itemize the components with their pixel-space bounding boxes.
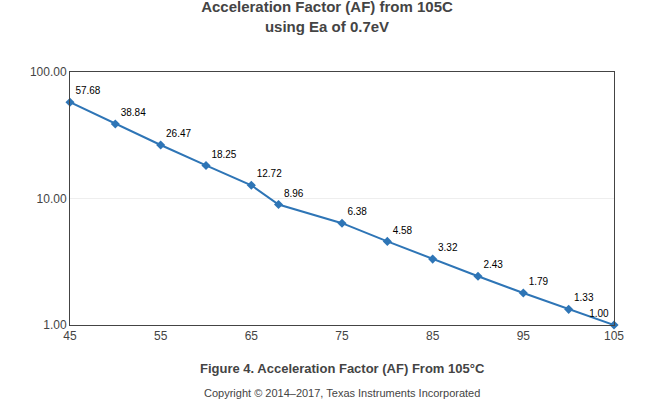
svg-text:38.84: 38.84 bbox=[121, 107, 146, 118]
svg-text:1.00: 1.00 bbox=[589, 308, 609, 319]
svg-text:Copyright © 2014–2017, Texas I: Copyright © 2014–2017, Texas Instruments… bbox=[204, 387, 480, 399]
svg-text:12.72: 12.72 bbox=[257, 168, 282, 179]
svg-text:95: 95 bbox=[517, 329, 531, 343]
svg-text:8.96: 8.96 bbox=[284, 188, 304, 199]
svg-text:1.33: 1.33 bbox=[574, 292, 594, 303]
svg-text:65: 65 bbox=[245, 329, 259, 343]
svg-text:55: 55 bbox=[154, 329, 168, 343]
svg-text:Figure 4. Acceleration Factor: Figure 4. Acceleration Factor (AF) From … bbox=[200, 361, 485, 376]
svg-text:100.00: 100.00 bbox=[30, 65, 67, 79]
svg-text:10.00: 10.00 bbox=[37, 192, 67, 206]
svg-text:Acceleration Factor (AF) from: Acceleration Factor (AF) from 105Cusing … bbox=[201, 0, 453, 35]
svg-text:2.43: 2.43 bbox=[483, 259, 503, 270]
svg-text:6.38: 6.38 bbox=[347, 206, 367, 217]
svg-text:75: 75 bbox=[335, 329, 349, 343]
svg-text:85: 85 bbox=[426, 329, 440, 343]
svg-text:18.25: 18.25 bbox=[211, 149, 236, 160]
svg-text:3.32: 3.32 bbox=[438, 242, 458, 253]
svg-text:1.79: 1.79 bbox=[529, 276, 549, 287]
svg-text:1.00: 1.00 bbox=[43, 318, 67, 332]
svg-text:105: 105 bbox=[604, 329, 624, 343]
svg-text:57.68: 57.68 bbox=[75, 85, 100, 96]
svg-text:45: 45 bbox=[63, 329, 77, 343]
svg-text:4.58: 4.58 bbox=[393, 225, 413, 236]
svg-text:26.47: 26.47 bbox=[166, 128, 191, 139]
